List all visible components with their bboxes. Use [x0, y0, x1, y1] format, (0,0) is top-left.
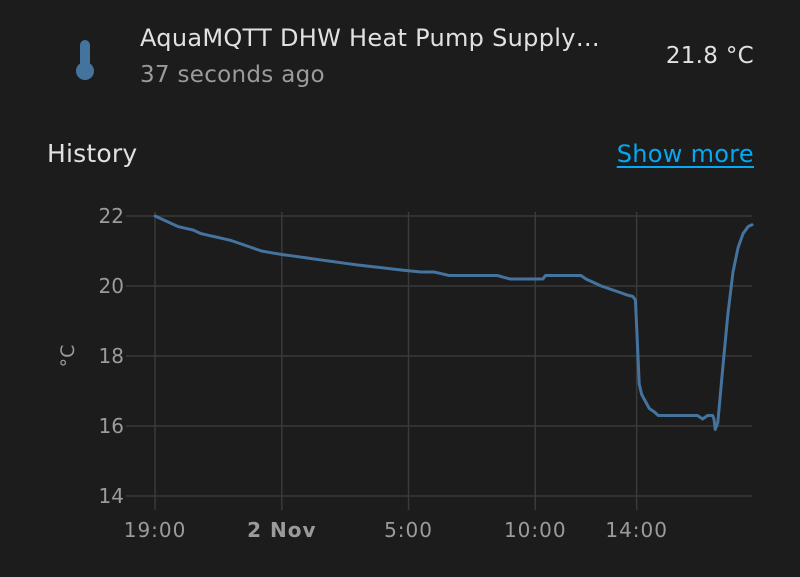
entity-header: AquaMQTT DHW Heat Pump Supply… 37 second…	[0, 0, 800, 110]
x-tick-label: 5:00	[384, 518, 433, 542]
temperature-series-line	[153, 214, 754, 431]
y-axis-label: °C	[57, 345, 79, 368]
thermometer-icon	[76, 40, 94, 80]
history-chart[interactable]: 22 20 18 16 14 19:00 2 Nov 5:00 10:00 14:00 °C	[0, 190, 800, 577]
y-tick-label: 14	[99, 484, 124, 508]
y-tick-label: 22	[99, 204, 124, 228]
y-tick-label: 16	[99, 414, 124, 438]
entity-state-value: 21.8 °C	[665, 43, 754, 69]
y-tick-label: 20	[99, 274, 124, 298]
history-title: History	[47, 139, 138, 168]
x-tick-label: 14:00	[605, 518, 668, 542]
last-changed-time: 37 seconds ago	[140, 62, 325, 88]
y-tick-label: 18	[99, 344, 124, 368]
x-tick-label: 10:00	[504, 518, 567, 542]
show-more-link[interactable]: Show more	[616, 140, 754, 168]
x-tick-label: 2 Nov	[247, 518, 316, 542]
entity-name: AquaMQTT DHW Heat Pump Supply…	[140, 24, 601, 52]
x-tick-label: 19:00	[124, 518, 187, 542]
